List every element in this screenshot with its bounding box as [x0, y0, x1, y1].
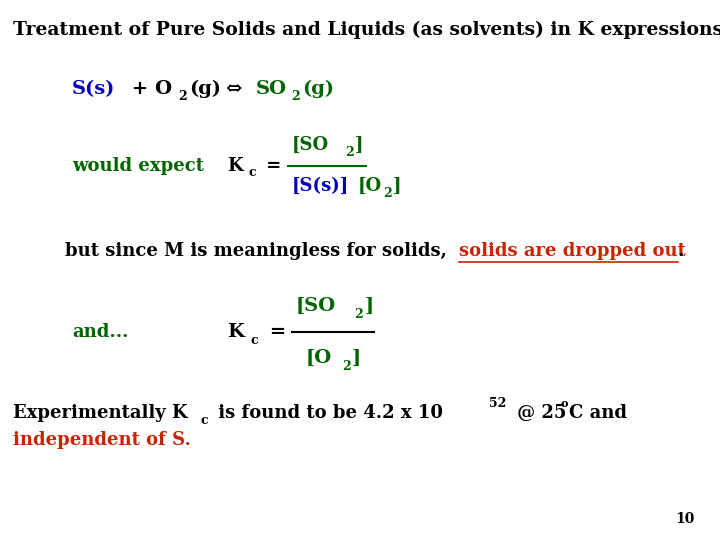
- Text: 52: 52: [489, 397, 506, 410]
- Text: is found to be 4.2 x 10: is found to be 4.2 x 10: [212, 404, 443, 422]
- Text: o: o: [560, 399, 567, 409]
- Text: Experimentally K: Experimentally K: [13, 404, 188, 422]
- Text: K: K: [227, 157, 243, 175]
- Text: [SO: [SO: [292, 136, 329, 154]
- Text: =: =: [263, 323, 286, 341]
- Text: 2: 2: [342, 360, 351, 373]
- Text: =: =: [260, 157, 282, 175]
- Text: ⇔: ⇔: [225, 80, 242, 98]
- Text: 2: 2: [354, 308, 363, 321]
- Text: @ 25: @ 25: [511, 404, 567, 422]
- Text: and...: and...: [72, 323, 128, 341]
- Text: 2: 2: [179, 90, 187, 103]
- Text: + O: + O: [125, 80, 171, 98]
- Text: ]: ]: [364, 297, 374, 315]
- Text: C and: C and: [569, 404, 627, 422]
- Text: ]: ]: [393, 177, 402, 195]
- Text: .: .: [678, 242, 684, 260]
- Text: 2: 2: [383, 187, 392, 200]
- Text: [S(s)]: [S(s)]: [292, 177, 349, 195]
- Text: (g): (g): [302, 80, 334, 98]
- Text: ]: ]: [355, 136, 364, 154]
- Text: c: c: [251, 334, 258, 347]
- Text: [O: [O: [306, 349, 332, 367]
- Text: K: K: [227, 323, 243, 341]
- Text: (g): (g): [189, 80, 221, 98]
- Text: Treatment of Pure Solids and Liquids (as solvents) in K expressions.: Treatment of Pure Solids and Liquids (as…: [13, 21, 720, 39]
- Text: [SO: [SO: [295, 297, 336, 315]
- Text: SO: SO: [256, 80, 287, 98]
- Text: c: c: [201, 414, 209, 427]
- Text: solids are dropped out: solids are dropped out: [459, 242, 686, 260]
- Text: would expect: would expect: [72, 157, 204, 175]
- Text: independent of S.: independent of S.: [13, 431, 191, 449]
- Text: but since M is meaningless for solids,: but since M is meaningless for solids,: [65, 242, 446, 260]
- Text: ]: ]: [352, 349, 361, 367]
- Text: [O: [O: [358, 177, 382, 195]
- Text: S(s): S(s): [72, 80, 115, 98]
- Text: 2: 2: [345, 146, 354, 159]
- Text: c: c: [248, 166, 256, 179]
- Text: 10: 10: [675, 512, 695, 526]
- Text: 2: 2: [292, 90, 300, 103]
